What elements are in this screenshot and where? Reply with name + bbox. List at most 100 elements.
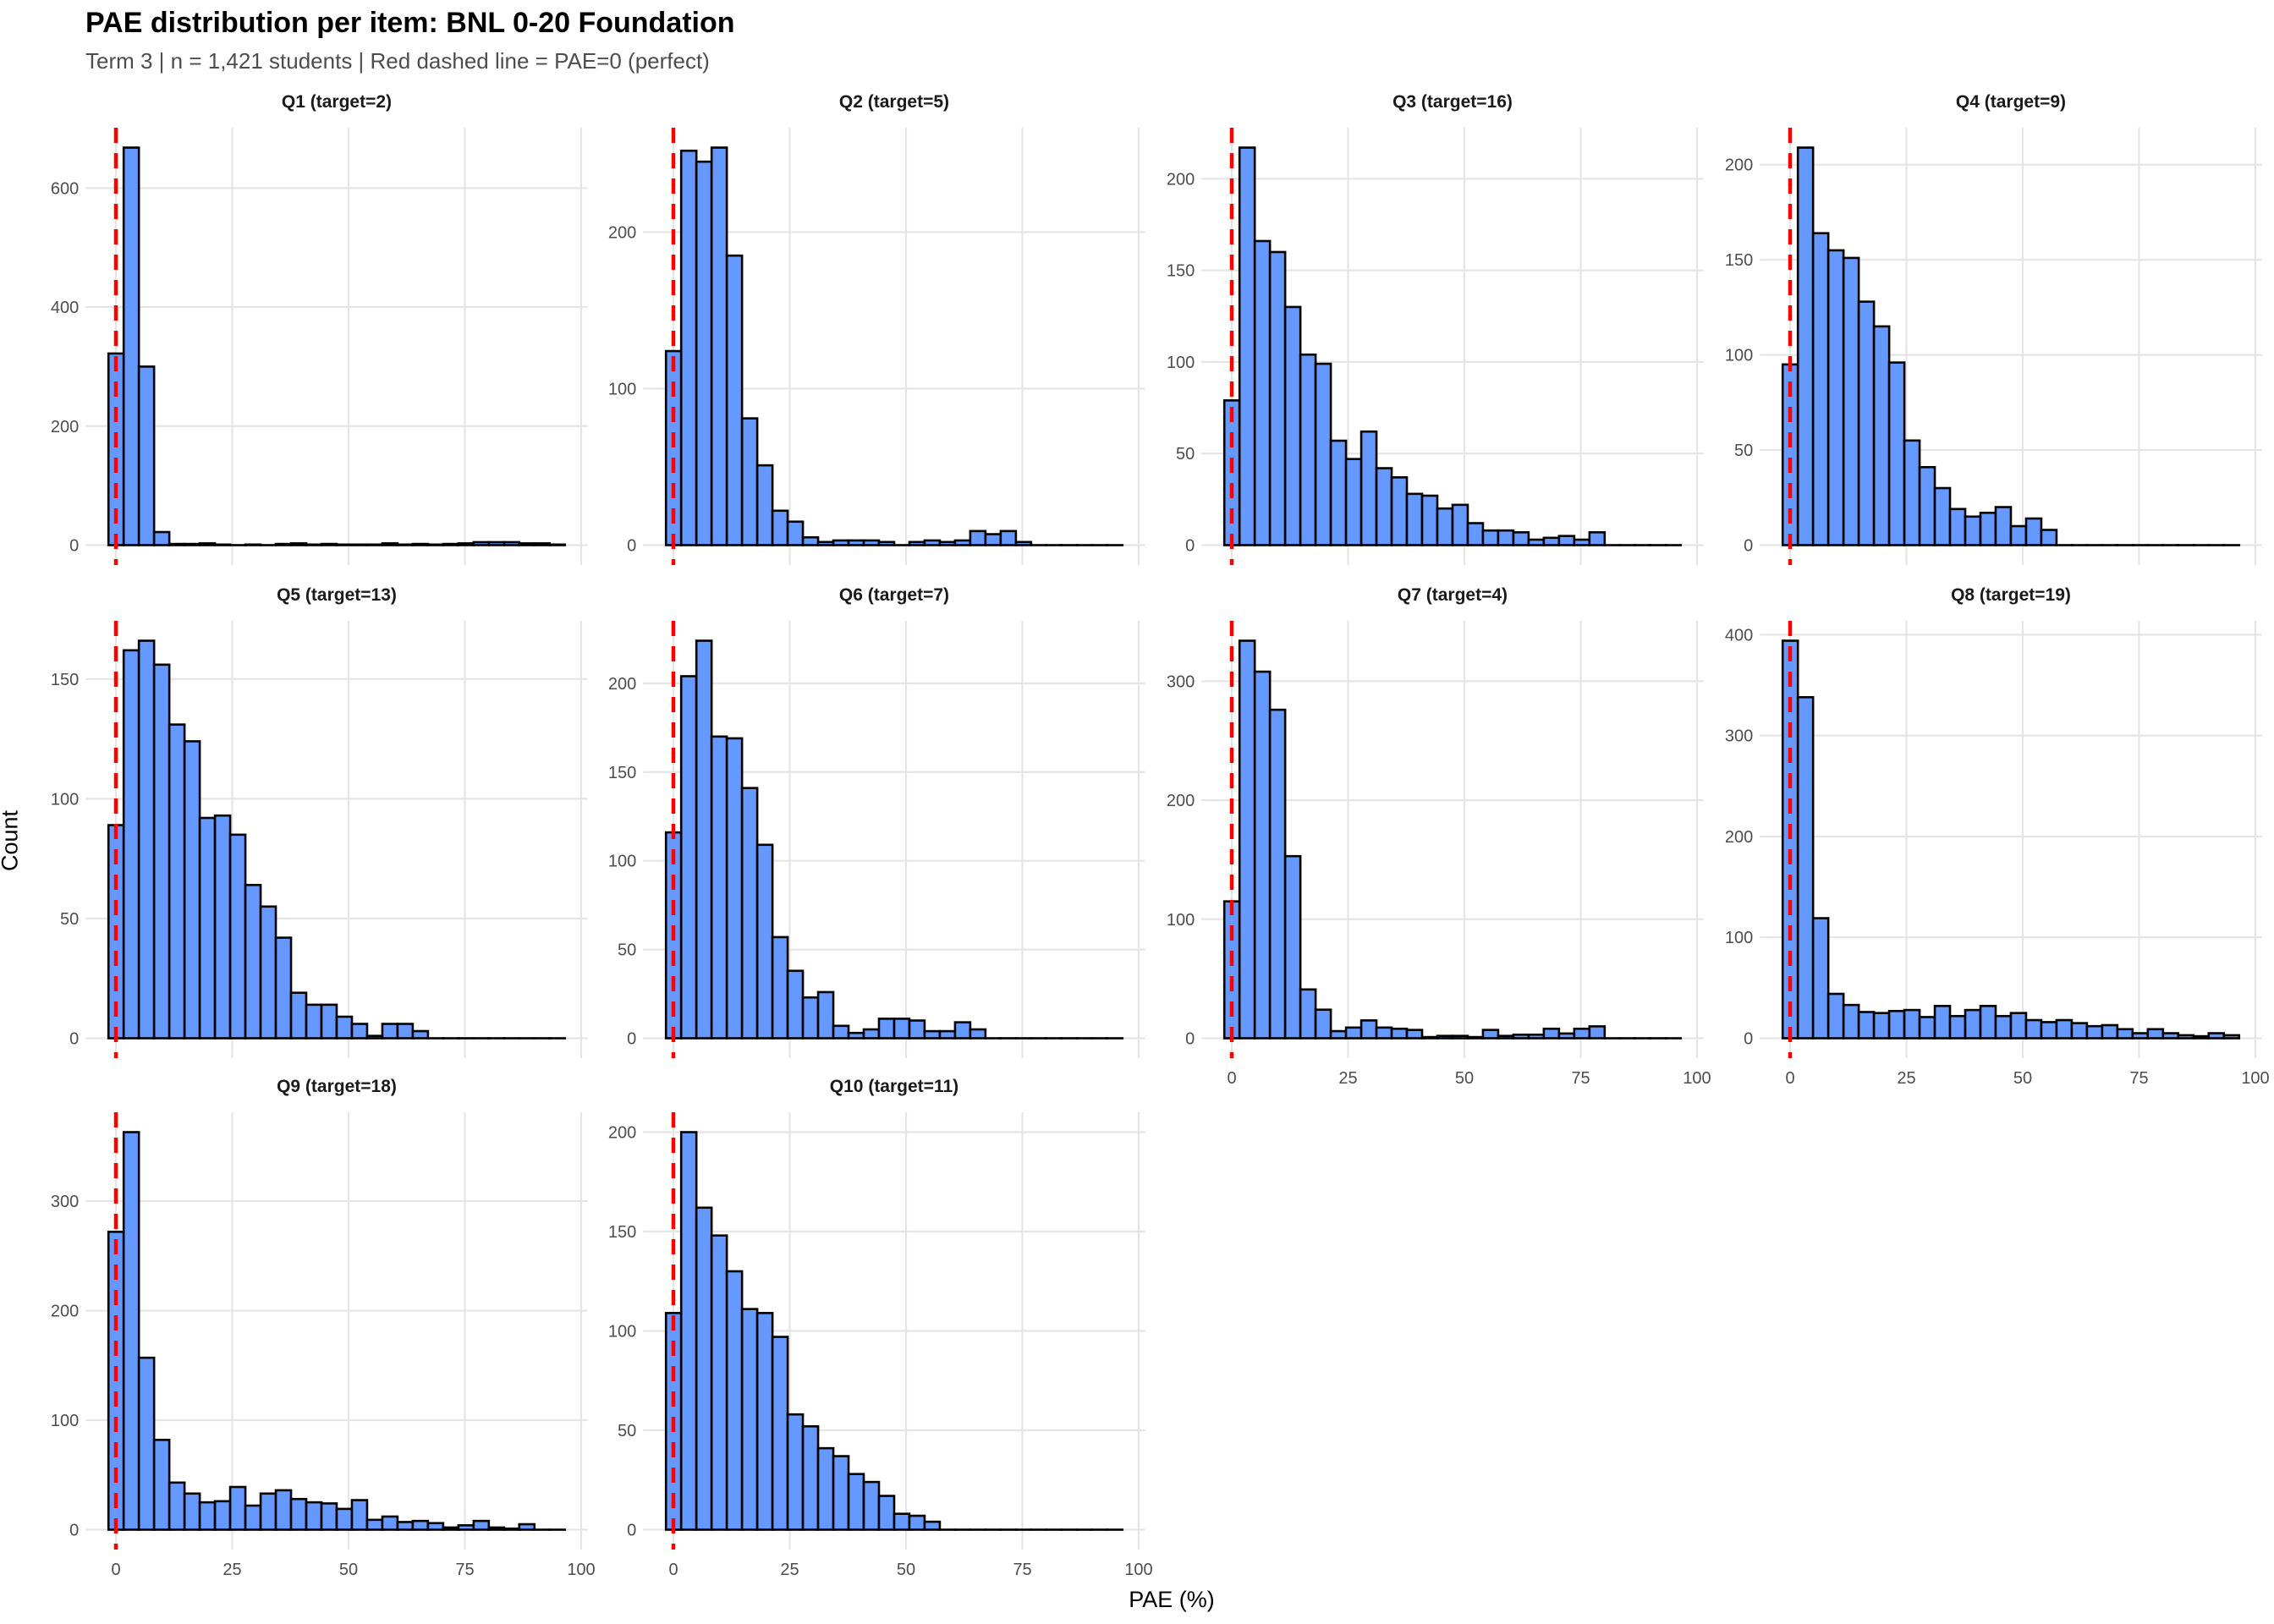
histogram-bar <box>1842 1003 1860 1040</box>
histogram-bar <box>137 1356 156 1531</box>
y-tick-label: 0 <box>627 1522 636 1540</box>
histogram-bar <box>411 1519 430 1531</box>
histogram-bar <box>365 1034 384 1040</box>
x-tick-label: 0 <box>668 1561 678 1579</box>
histogram-bar <box>862 1480 881 1531</box>
y-tick-label: 0 <box>627 537 636 556</box>
histogram-bar <box>244 1504 262 1531</box>
y-tick-label: 50 <box>1176 445 1195 464</box>
histogram-bar <box>548 543 567 546</box>
histogram-bar <box>2009 524 2028 546</box>
histogram-bar <box>1887 361 1906 546</box>
histogram-bar <box>1857 1011 1876 1040</box>
histogram-bar <box>969 1028 987 1040</box>
y-tick-label: 200 <box>1167 170 1195 189</box>
y-tick-label: 200 <box>51 418 79 436</box>
histogram-bar <box>152 530 171 546</box>
histogram-bar <box>1222 900 1241 1040</box>
histogram-bar <box>1811 232 1830 546</box>
facet-strip-title: Q5 (target=13) <box>277 585 397 605</box>
histogram-bar <box>1903 439 1921 546</box>
x-tick-label: 25 <box>1897 1069 1915 1088</box>
histogram-bar <box>695 160 713 546</box>
y-tick-label: 200 <box>608 1124 636 1143</box>
histogram-bar <box>1826 992 1845 1040</box>
histogram-bar <box>1933 1005 1952 1040</box>
histogram-bar <box>320 542 338 546</box>
x-tick-label: 25 <box>222 1561 241 1579</box>
histogram-bar <box>740 1308 759 1531</box>
histogram-bar <box>695 1206 713 1531</box>
histogram-bar <box>1542 1027 1561 1040</box>
y-tick-label: 0 <box>627 1030 636 1049</box>
histogram-bar <box>244 883 262 1040</box>
histogram-bar <box>1842 256 1860 546</box>
histogram-bar <box>1918 465 1936 546</box>
histogram-bar <box>457 1524 475 1531</box>
histogram-bar <box>1979 1005 1997 1040</box>
histogram-bar <box>259 1492 277 1531</box>
histogram-bar <box>442 1526 460 1531</box>
y-tick-label: 200 <box>1725 828 1753 847</box>
x-tick-label: 0 <box>1785 1069 1794 1088</box>
facet-strip-title: Q6 (target=7) <box>839 585 949 605</box>
histogram-bar <box>183 740 201 1040</box>
histogram-bar <box>938 540 957 546</box>
histogram-bar <box>1359 430 1378 546</box>
histogram-bar <box>1887 1009 1906 1040</box>
histogram-bar <box>487 1526 506 1531</box>
facet-panel-1: Q1 (target=2) 0 200 400 600 <box>51 92 588 565</box>
y-tick-label: 200 <box>1167 792 1195 810</box>
histogram-bar <box>1466 522 1485 546</box>
histogram-bar <box>1527 1033 1546 1040</box>
y-tick-label: 300 <box>1167 672 1195 691</box>
histogram-bar <box>908 1019 926 1040</box>
histogram-bar <box>1512 531 1530 546</box>
y-tick-label: 100 <box>1167 911 1195 930</box>
x-tick-label: 50 <box>2013 1069 2032 1088</box>
histogram-bar <box>381 1515 399 1531</box>
histogram-bar <box>695 639 713 1040</box>
histogram-bar <box>472 540 491 546</box>
histogram-bar <box>938 1029 957 1040</box>
histogram-bar <box>1918 1016 1936 1040</box>
facet-strip-title: Q9 (target=18) <box>277 1077 397 1096</box>
facet-panel-10: Q10 (target=11) 0 50 100 150 200 0 25 50 75 100 <box>608 1077 1153 1579</box>
histogram-bar <box>137 639 156 1040</box>
histogram-bar <box>1299 353 1317 546</box>
histogram-bar <box>862 539 881 546</box>
y-tick-label: 200 <box>608 675 636 694</box>
y-tick-label: 50 <box>618 941 636 960</box>
histogram-bar <box>1405 492 1424 546</box>
histogram-bar <box>259 905 277 1040</box>
histogram-bar <box>1872 325 1891 546</box>
y-tick-label: 400 <box>51 299 79 317</box>
y-tick-label: 150 <box>1167 262 1195 281</box>
histogram-bar <box>1268 250 1287 546</box>
histogram-bar <box>2040 1021 2058 1040</box>
histogram-bar <box>1811 917 1830 1040</box>
histogram-bar <box>1872 1012 1891 1040</box>
histogram-bar <box>1299 988 1317 1040</box>
histogram-bar <box>1329 439 1348 546</box>
histogram-bar <box>755 1312 774 1531</box>
histogram-bar <box>350 1023 369 1040</box>
y-tick-label: 100 <box>608 380 636 398</box>
histogram-bar <box>679 149 698 546</box>
histogram-bar <box>228 833 247 1040</box>
y-tick-label: 200 <box>51 1303 79 1321</box>
facet-strip-title: Q7 (target=4) <box>1398 585 1508 605</box>
histogram-bar <box>1451 1034 1469 1040</box>
y-tick-label: 0 <box>1185 1030 1195 1049</box>
histogram-bar <box>198 816 217 1040</box>
histogram-bar <box>816 990 835 1040</box>
histogram-bar <box>1253 239 1272 546</box>
histogram-bar <box>518 542 536 546</box>
histogram-bar <box>2085 1024 2104 1040</box>
histogram-bar <box>801 996 820 1040</box>
histogram-bar <box>801 535 820 546</box>
y-tick-label: 100 <box>1167 354 1195 372</box>
histogram-bar <box>335 543 354 546</box>
histogram-bar <box>710 1234 728 1531</box>
histogram-bar <box>908 540 926 546</box>
